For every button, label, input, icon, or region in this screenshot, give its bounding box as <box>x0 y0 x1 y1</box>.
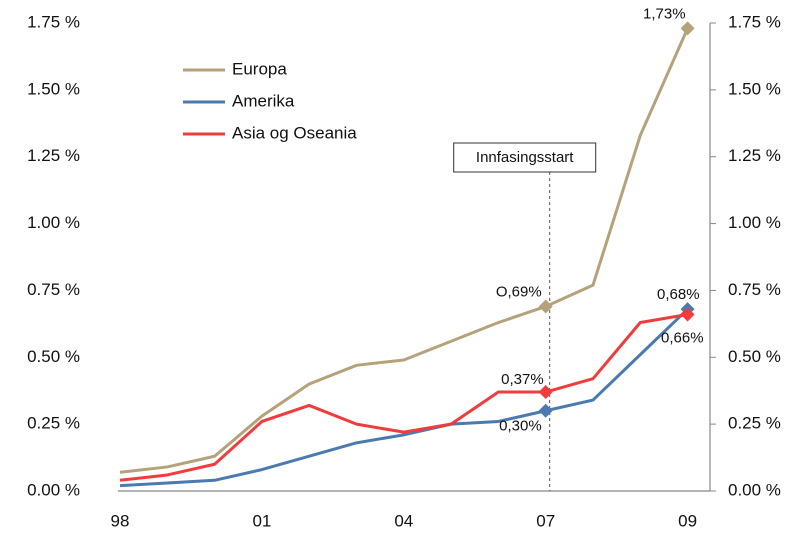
y-tick-label: 1.25 % <box>27 146 80 165</box>
series-line <box>119 308 689 488</box>
data-label: 0,37% <box>501 371 544 388</box>
y2-tick-label: 0.50 % <box>728 347 781 366</box>
x-tick-label: 01 <box>252 511 271 530</box>
annotation-text: Innfasingsstart <box>476 149 574 166</box>
series-line <box>119 27 689 474</box>
data-label: 0,30% <box>499 418 542 435</box>
y-tick-label: 0.25 % <box>27 414 80 433</box>
y-tick-label: 1.00 % <box>27 213 80 232</box>
series-line <box>119 313 688 482</box>
y-tick-label: 0.00 % <box>27 480 80 499</box>
legend-label: Asia og Oseania <box>232 123 357 142</box>
point-marker <box>538 299 553 314</box>
y-tick-label: 0.75 % <box>27 280 80 299</box>
point-marker <box>538 385 553 400</box>
legend-label: Europa <box>232 59 287 78</box>
y2-tick-label: 0.00 % <box>728 480 781 499</box>
data-label: 1,73% <box>643 5 686 22</box>
point-marker <box>538 403 553 418</box>
y2-tick-label: 0.25 % <box>728 414 781 433</box>
y2-tick-label: 1.25 % <box>728 146 781 165</box>
data-label: O,69% <box>496 283 542 300</box>
point-marker <box>680 307 695 322</box>
point-marker <box>680 21 695 36</box>
x-tick-label: 04 <box>394 511 413 530</box>
y-tick-label: 1.50 % <box>27 79 80 98</box>
x-tick-label: 09 <box>678 511 697 530</box>
data-label: 0,66% <box>661 329 704 346</box>
data-label: 0,68% <box>657 286 700 303</box>
y2-tick-label: 1.00 % <box>728 213 781 232</box>
y-tick-label: 0.50 % <box>27 347 80 366</box>
annotation-box <box>453 142 597 173</box>
legend-label: Amerika <box>232 91 295 110</box>
x-tick-label: 07 <box>536 511 555 530</box>
x-tick-label: 98 <box>111 511 130 530</box>
y2-tick-label: 1.50 % <box>728 79 781 98</box>
y-tick-label: 1.75 % <box>27 12 80 31</box>
y2-tick-label: 1.75 % <box>728 12 781 31</box>
y2-tick-label: 0.75 % <box>728 280 781 299</box>
